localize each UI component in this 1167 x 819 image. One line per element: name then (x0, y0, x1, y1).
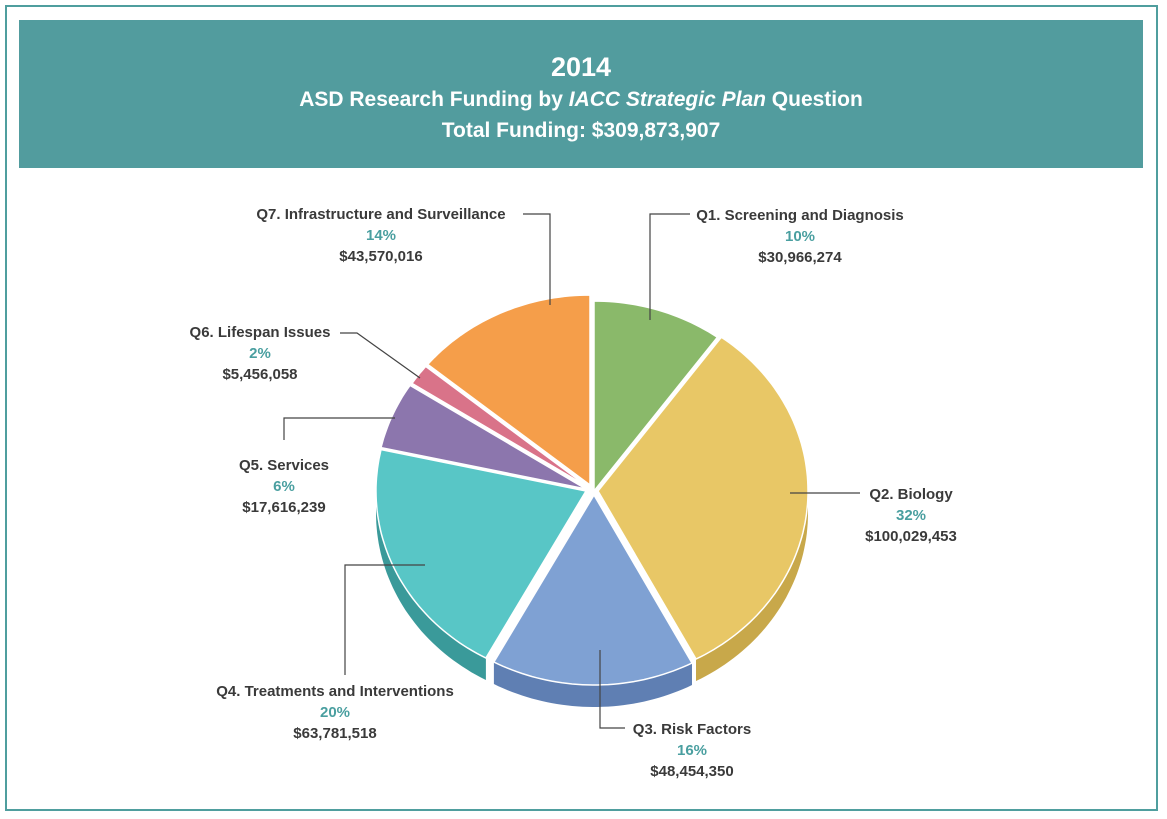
leader-line-q7 (523, 213, 551, 305)
leader-lines (283, 213, 860, 729)
leader-line-q1 (649, 213, 690, 320)
leader-line-q4 (344, 564, 425, 675)
pie-slices (375, 294, 809, 686)
pie-slice-q7 (426, 294, 591, 487)
pie-slice-q3 (492, 493, 694, 686)
slice-label-q2: Q2. Biology (869, 486, 953, 503)
leader-line-q6 (340, 332, 421, 379)
chart-year-title: 2014 (550, 52, 612, 82)
slice-amount-q2: $100,029,453 (865, 528, 957, 545)
slice-label-q7: Q7. Infrastructure and Surveillance (256, 206, 505, 223)
pie-slice-q1 (593, 300, 719, 494)
slice-label-q4: Q4. Treatments and Interventions (216, 683, 454, 700)
pie-depth-layer (376, 491, 808, 707)
subtitle-suffix: Question (765, 88, 863, 111)
slice-label-q5: Q5. Services (239, 457, 329, 474)
slice-amount-q7: $43,570,016 (339, 248, 422, 265)
slice-percent-q1: 10% (785, 228, 815, 245)
subtitle-prefix: ASD Research Funding by (299, 88, 569, 111)
leader-line-q3 (599, 650, 625, 729)
chart-subtitle: ASD Research Funding by IACC Strategic P… (19, 88, 1143, 112)
slice-percent-q4: 20% (320, 704, 350, 721)
slice-percent-q3: 16% (677, 742, 707, 759)
slice-amount-q5: $17,616,239 (242, 499, 325, 516)
pie-slice-q5 (380, 384, 587, 490)
slice-label-q3: Q3. Risk Factors (633, 721, 751, 738)
slice-amount-q4: $63,781,518 (293, 725, 376, 742)
slice-label-q6: Q6. Lifespan Issues (190, 324, 331, 341)
slice-amount-q3: $48,454,350 (650, 763, 733, 780)
pie-slice-q2 (597, 336, 809, 660)
pie-slice-q6 (410, 365, 589, 488)
slice-percent-q6: 2% (249, 345, 271, 362)
slice-amount-q6: $5,456,058 (222, 366, 297, 383)
subtitle-italic: IACC Strategic Plan (568, 88, 766, 111)
slice-percent-q2: 32% (896, 507, 926, 524)
slice-labels: Q1. Screening and Diagnosis 10% $30,966,27… (190, 206, 957, 780)
slice-depth-2 (696, 491, 808, 681)
total-funding: Total Funding: $309,873,907 (441, 119, 721, 142)
leader-line-q5 (283, 417, 395, 440)
slice-percent-q7: 14% (366, 227, 396, 244)
slice-depth-4 (376, 491, 486, 680)
title-banner: 2014 ASD Research Funding by IACC Strate… (19, 20, 1143, 168)
slice-percent-q5: 6% (273, 478, 295, 495)
pie-slice-q4 (375, 448, 588, 659)
slice-depth-3 (493, 662, 692, 707)
slice-amount-q1: $30,966,274 (758, 249, 842, 266)
slice-label-q1: Q1. Screening and Diagnosis (696, 207, 904, 224)
